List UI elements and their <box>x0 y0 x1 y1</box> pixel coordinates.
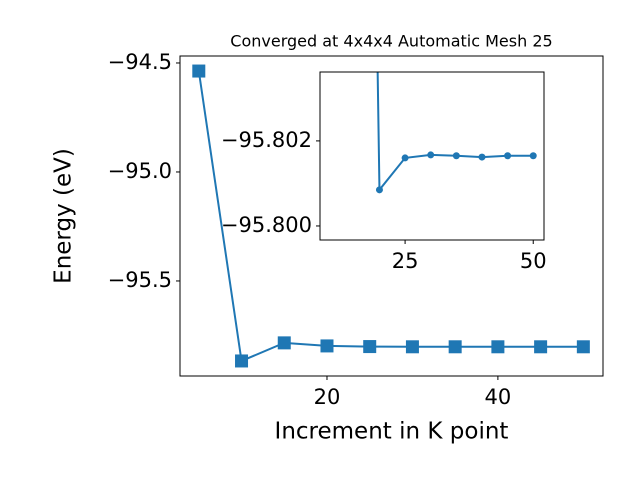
marker <box>277 336 291 350</box>
marker <box>235 354 249 368</box>
marker <box>576 340 590 354</box>
y-tick-label: −95.800 <box>221 213 312 237</box>
y-tick-label: −95.802 <box>221 128 312 152</box>
marker <box>401 154 409 162</box>
y-tick-label: −95.5 <box>108 268 172 292</box>
line <box>197 70 584 363</box>
plot-area <box>375 72 537 194</box>
marker <box>363 340 377 354</box>
marker <box>529 152 537 160</box>
marker <box>452 152 460 160</box>
marker <box>504 152 512 160</box>
line <box>376 72 534 193</box>
x-tick-label: 20 <box>314 385 341 409</box>
marker <box>491 340 505 354</box>
marker <box>375 186 383 194</box>
plot-area <box>192 64 590 368</box>
marker <box>192 64 206 78</box>
y-tick-label: −94.5 <box>108 50 172 74</box>
y-tick-label: −95.0 <box>108 159 172 183</box>
y-axis-label: Energy (eV) <box>51 148 77 284</box>
x-axis-label: Increment in K point <box>275 419 509 445</box>
marker <box>448 340 462 354</box>
marker <box>534 340 548 354</box>
chart-title: Converged at 4x4x4 Automatic Mesh 25 <box>230 32 552 51</box>
x-tick-label: 50 <box>520 249 547 273</box>
x-tick-label: 25 <box>392 249 419 273</box>
x-tick-label: 40 <box>485 385 512 409</box>
axes-frame <box>319 71 545 241</box>
marker <box>405 340 419 354</box>
axes-frame <box>179 55 604 377</box>
marker <box>320 339 334 353</box>
marker <box>427 151 435 159</box>
marker <box>478 153 486 161</box>
